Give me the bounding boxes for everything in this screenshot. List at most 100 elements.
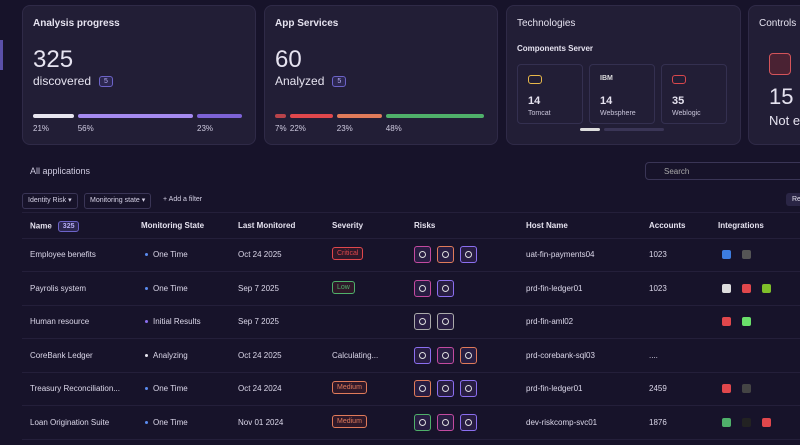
row-divider	[22, 304, 800, 306]
column-header[interactable]: Accounts	[649, 221, 686, 230]
integration-icon[interactable]	[742, 250, 751, 259]
severity: Low	[332, 280, 355, 294]
progress-segment	[385, 114, 484, 118]
risk-icon[interactable]	[437, 380, 454, 397]
state-text: Initial Results	[153, 317, 201, 326]
monitoring-state: One Time	[145, 384, 188, 393]
last-monitored: Sep 7 2025	[238, 283, 279, 293]
row-divider	[22, 338, 800, 339]
sidebar-edge	[0, 40, 3, 70]
analysis-card[interactable]: Analysis progress 325 discovered 5 21% 56%…	[22, 5, 256, 145]
risk-icon[interactable]	[437, 246, 454, 263]
risk-icon[interactable]	[414, 346, 431, 364]
monitoring-state: One Time	[145, 418, 188, 427]
integration-icon[interactable]	[742, 417, 751, 427]
filter-text: Monitoring state	[90, 197, 140, 204]
controls-icon	[769, 53, 791, 75]
severity: Critical	[332, 247, 364, 260]
tech-item[interactable]: 14 Tomcat	[517, 64, 583, 124]
risk-icon[interactable]	[460, 413, 477, 431]
host-name: dev-riskcomp-svc01	[526, 417, 598, 427]
risk-icon[interactable]	[437, 279, 454, 297]
risk-icon[interactable]	[414, 380, 431, 397]
row-divider	[22, 405, 800, 406]
severity: Medium	[332, 381, 367, 394]
filter-text: Identity Risk	[28, 197, 67, 204]
progress-segment	[289, 114, 333, 118]
app-name[interactable]: Employee benefits	[30, 250, 96, 259]
app-name[interactable]: Payrolis system	[30, 283, 87, 293]
tech-count: 35	[672, 95, 685, 107]
card-title: Analysis progress	[33, 18, 120, 29]
column-header[interactable]: Severity	[332, 221, 364, 230]
tech-item[interactable]: 35 Weblogic	[661, 64, 727, 124]
label-text: Analyzed	[275, 74, 325, 88]
last-monitored: Nov 01 2024	[238, 417, 284, 427]
search-placeholder: Search	[664, 167, 690, 176]
column-header[interactable]: Name 325	[30, 221, 80, 232]
column-header[interactable]: Monitoring State	[141, 221, 205, 230]
last-monitored: Oct 24 2025	[238, 250, 282, 259]
label-text: discovered	[33, 74, 92, 88]
app-name[interactable]: Loan Origination Suite	[30, 417, 110, 427]
tech-logo	[672, 75, 686, 84]
integration-icon[interactable]	[722, 384, 731, 393]
tech-item[interactable]: IBM 14 Websphere	[589, 64, 655, 124]
progress-segment	[275, 114, 286, 118]
integration-icon[interactable]	[742, 317, 751, 326]
risk-icon[interactable]	[460, 346, 477, 364]
segment-label: 48%	[385, 124, 402, 133]
app-name[interactable]: CoreBank Ledger	[30, 350, 93, 360]
risk-icon[interactable]	[414, 313, 431, 330]
search-box[interactable]: Search	[645, 162, 800, 180]
risk-icon[interactable]	[437, 313, 454, 330]
app-name[interactable]: Treasury Reconciliation...	[30, 384, 120, 393]
host-name: prd-corebank-sql03	[526, 350, 595, 360]
controls-card[interactable]: Controls 15 Not en	[748, 5, 800, 145]
risk-icon[interactable]	[414, 413, 431, 431]
label: Analyzed 5	[275, 74, 347, 88]
button[interactable]: Re	[786, 193, 800, 206]
column-header[interactable]: Last Monitored	[238, 221, 296, 230]
integration-icon[interactable]	[722, 283, 731, 293]
integration-icon[interactable]	[742, 384, 751, 393]
risk-icon[interactable]	[460, 380, 477, 397]
status-dot	[145, 387, 148, 391]
integration-icon[interactable]	[762, 283, 771, 293]
risk-icon[interactable]	[414, 279, 431, 297]
risk-icon[interactable]	[437, 346, 454, 364]
status-dot	[145, 286, 148, 290]
add-filter[interactable]: + Add a filter	[163, 196, 203, 203]
filter[interactable]: Monitoring state ▾	[84, 193, 152, 209]
status-dot	[145, 253, 148, 257]
progress-segment	[197, 114, 242, 118]
state-text: One Time	[153, 384, 188, 393]
integration-icon[interactable]	[722, 417, 731, 427]
segment-label: 56%	[77, 124, 94, 133]
segment-label: 23%	[197, 124, 214, 133]
integration-icon[interactable]	[762, 417, 771, 427]
severity: Calculating...	[332, 350, 379, 360]
risk-icon[interactable]	[460, 246, 477, 263]
row-divider	[22, 371, 800, 373]
risk-icon[interactable]	[414, 246, 431, 263]
column-header[interactable]: Risks	[414, 221, 436, 230]
accounts: ....	[649, 350, 658, 360]
app-name[interactable]: Human resource	[30, 317, 90, 326]
progress-segment	[336, 114, 382, 118]
segment-label: 21%	[33, 124, 50, 133]
monitoring-state: Initial Results	[145, 317, 201, 326]
card-title: Controls	[759, 18, 797, 29]
integration-icon[interactable]	[722, 250, 731, 259]
column-header[interactable]: Host Name	[526, 221, 568, 230]
filter[interactable]: Identity Risk ▾	[22, 193, 78, 209]
services-card[interactable]: App Services 60 Analyzed 5 7% 22% 23% 48%	[264, 5, 498, 145]
accounts: 1023	[649, 250, 667, 259]
integration-icon[interactable]	[742, 283, 751, 293]
column-header[interactable]: Integrations	[718, 221, 764, 230]
progress-segment	[77, 114, 193, 118]
technologies-card[interactable]: Technologies Components Server 14 Tomcat I…	[506, 5, 741, 145]
integration-icon[interactable]	[722, 317, 731, 326]
status-dot	[145, 353, 148, 357]
risk-icon[interactable]	[437, 413, 454, 431]
